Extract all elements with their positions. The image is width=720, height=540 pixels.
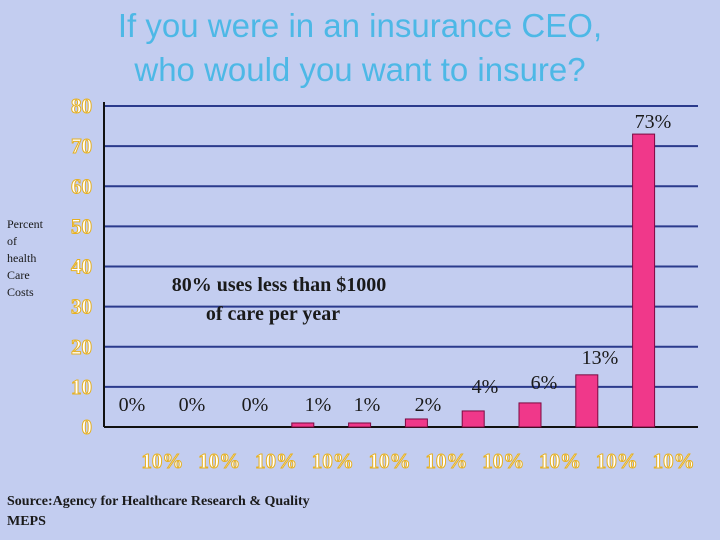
data-label: 4% bbox=[472, 376, 499, 398]
y-axis-label-line: Care bbox=[7, 268, 30, 282]
data-label: 6% bbox=[531, 372, 558, 394]
source-line-2: MEPS bbox=[7, 514, 46, 529]
y-tick-label: 10 bbox=[71, 375, 92, 399]
y-axis-label: Percent of health Care Costs bbox=[7, 216, 59, 301]
bar bbox=[291, 422, 315, 428]
source-line-1: Source:Agency for Healthcare Research & … bbox=[7, 494, 310, 509]
bar bbox=[575, 374, 599, 428]
data-label: 2% bbox=[415, 394, 442, 416]
y-axis-label-line: of bbox=[7, 234, 17, 248]
x-tick-label: 10% bbox=[198, 449, 240, 473]
x-tick-label: 10% bbox=[425, 449, 467, 473]
y-tick-label: 60 bbox=[71, 174, 92, 198]
annotation-line-2: of care per year bbox=[206, 303, 340, 325]
bar bbox=[632, 133, 656, 428]
y-axis-label-line: health bbox=[7, 251, 37, 265]
x-tick-label: 10% bbox=[482, 449, 524, 473]
x-tick-label: 10% bbox=[255, 449, 297, 473]
chart-title-line-1: If you were in an insurance CEO, bbox=[117, 7, 603, 44]
bar bbox=[348, 422, 372, 428]
data-label: 0% bbox=[179, 394, 206, 416]
y-axis-label-line: Costs bbox=[7, 285, 34, 299]
y-tick-label: 20 bbox=[71, 335, 92, 359]
y-tick-label: 40 bbox=[71, 255, 92, 279]
x-tick-label: 10% bbox=[312, 449, 354, 473]
bar bbox=[404, 418, 428, 428]
bar bbox=[518, 402, 542, 428]
x-tick-label: 10% bbox=[369, 449, 411, 473]
y-tick-label: 50 bbox=[71, 214, 92, 238]
data-label: 13% bbox=[582, 347, 619, 369]
source-note: Source:Agency for Healthcare Research & … bbox=[7, 492, 427, 532]
data-label: 1% bbox=[305, 394, 332, 416]
chart-title: If you were in an insurance CEO, who wou… bbox=[60, 4, 660, 92]
x-tick-label: 10% bbox=[653, 449, 695, 473]
bar bbox=[461, 410, 485, 428]
chart-title-line-2: who would you want to insure? bbox=[134, 51, 586, 88]
x-tick-label: 10% bbox=[141, 449, 183, 473]
data-label: 73% bbox=[635, 111, 672, 133]
annotation-line-1: 80% uses less than $1000 bbox=[172, 274, 386, 296]
y-tick-label: 30 bbox=[71, 295, 92, 319]
y-tick-label: 80 bbox=[71, 94, 92, 118]
x-tick-label: 10% bbox=[539, 449, 581, 473]
x-tick-label: 10% bbox=[596, 449, 638, 473]
y-tick-label: 70 bbox=[71, 134, 92, 158]
data-label: 0% bbox=[242, 394, 269, 416]
data-label: 1% bbox=[354, 394, 381, 416]
data-label: 0% bbox=[119, 394, 146, 416]
y-tick-label: 0 bbox=[82, 415, 93, 439]
y-axis-label-line: Percent bbox=[7, 217, 43, 231]
